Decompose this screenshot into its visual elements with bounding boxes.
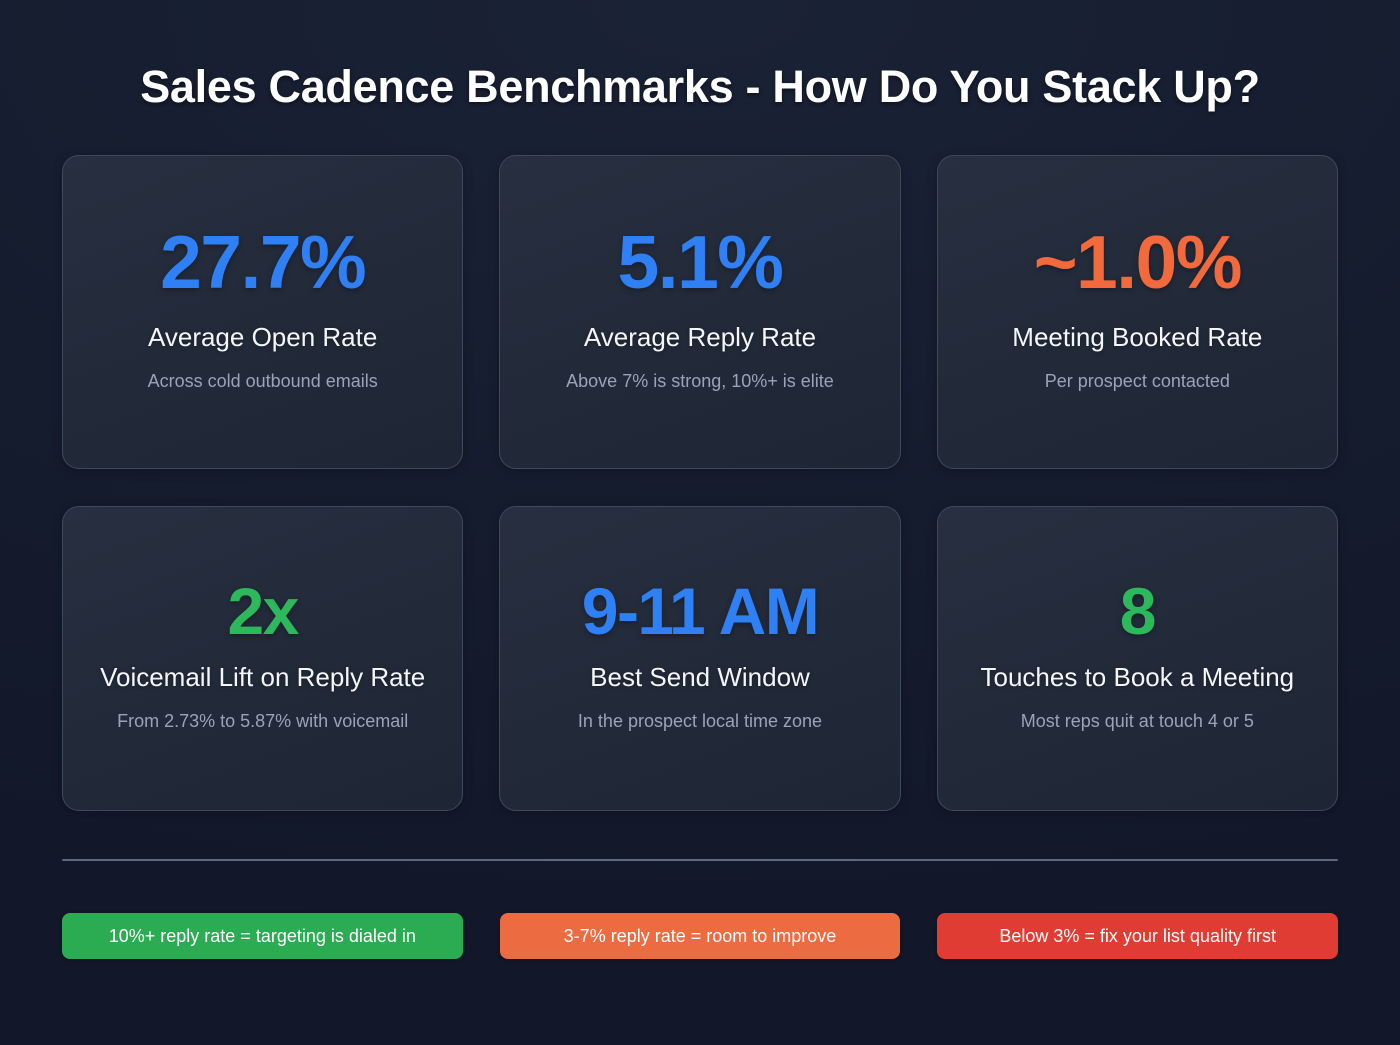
stat-card-average-reply-rate: 5.1% Average Reply Rate Above 7% is stro… — [499, 154, 901, 469]
stat-label: Touches to Book a Meeting — [980, 662, 1295, 693]
stat-sublabel: Above 7% is strong, 10%+ is elite — [566, 371, 834, 392]
stat-card-average-open-rate: 27.7% Average Open Rate Across cold outb… — [62, 154, 464, 469]
stat-value: 8 — [1119, 574, 1157, 649]
stat-card-meeting-booked-rate: ~1.0% Meeting Booked Rate Per prospect c… — [936, 154, 1338, 469]
stat-label: Average Reply Rate — [583, 322, 817, 353]
stat-label: Meeting Booked Rate — [1012, 322, 1263, 353]
stat-value: ~1.0% — [1033, 220, 1243, 305]
badge-elite-reply-rate: 10%+ reply rate = targeting is dialed in — [62, 912, 463, 959]
stat-value: 27.7% — [160, 220, 367, 305]
section-divider — [62, 858, 1338, 861]
stat-sublabel: Across cold outbound emails — [147, 371, 378, 392]
badge-average-reply-rate: 3-7% reply rate = room to improve — [499, 912, 901, 959]
stat-sublabel: Per prospect contacted — [1044, 371, 1230, 392]
stat-label: Best Send Window — [590, 662, 810, 693]
stat-value: 5.1% — [617, 220, 784, 305]
stat-card-touches-to-book: 8 Touches to Book a Meeting Most reps qu… — [936, 505, 1338, 811]
stat-cards-grid: 27.7% Average Open Rate Across cold outb… — [62, 154, 1338, 811]
stat-sublabel: In the prospect local time zone — [577, 711, 823, 732]
benchmark-badges-row: 10%+ reply rate = targeting is dialed in… — [62, 912, 1338, 959]
stat-card-voicemail-lift: 2x Voicemail Lift on Reply Rate From 2.7… — [62, 505, 464, 811]
stat-sublabel: Most reps quit at touch 4 or 5 — [1020, 711, 1254, 732]
stat-card-best-send-window: 9-11 AM Best Send Window In the prospect… — [499, 505, 901, 811]
page-title: Sales Cadence Benchmarks - How Do You St… — [140, 61, 1260, 112]
badge-low-reply-rate: Below 3% = fix your list quality first — [937, 912, 1338, 959]
stat-value: 9-11 AM — [581, 574, 820, 649]
stat-sublabel: From 2.73% to 5.87% with voicemail — [117, 711, 409, 732]
stat-label: Average Open Rate — [147, 322, 378, 353]
stat-value: 2x — [227, 574, 299, 649]
stat-label: Voicemail Lift on Reply Rate — [100, 662, 426, 693]
